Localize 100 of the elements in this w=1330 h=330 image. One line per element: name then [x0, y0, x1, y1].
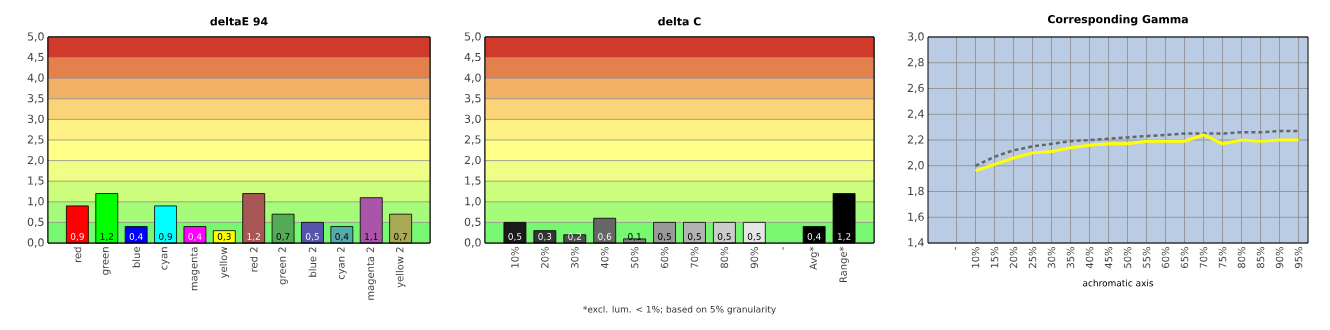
chart-title: Corresponding Gamma: [1047, 14, 1188, 26]
data-label: 0,5: [687, 233, 701, 241]
x-tick-label: 80%: [720, 247, 729, 268]
data-label: 0,4: [129, 233, 143, 241]
data-label: 0,9: [70, 233, 84, 241]
data-label: 0,3: [538, 233, 552, 241]
data-label: 0,7: [276, 233, 290, 241]
data-label: 0,5: [747, 233, 761, 241]
x-tick-label: 60%: [1161, 247, 1170, 268]
y-tick-label: 4,5: [464, 52, 481, 63]
y-tick-label: 2,0: [464, 155, 481, 166]
y-tick-label: 5,0: [27, 32, 44, 42]
x-tick-label: magenta 2: [366, 247, 376, 300]
y-tick-label: 3,0: [907, 32, 924, 42]
data-label: 0,3: [217, 233, 231, 241]
x-tick-label: cyan: [161, 247, 170, 270]
data-label: 0,5: [658, 233, 671, 241]
x-tick-label: 85%: [1256, 247, 1265, 268]
y-tick-label: 2,0: [907, 161, 924, 171]
y-tick-label: 3,5: [464, 94, 481, 104]
x-tick-label: 25%: [1028, 247, 1037, 268]
data-label: 1,1: [365, 233, 378, 241]
data-label: 0,4: [335, 233, 349, 241]
x-tick-label: yellow 2: [395, 247, 406, 288]
x-tick-label: 20%: [1009, 247, 1018, 268]
x-tick-label: 15%: [990, 247, 999, 268]
y-tick-label: 2,4: [907, 109, 924, 119]
x-tick-label: 40%: [1085, 247, 1094, 269]
y-tick-label: 0,0: [464, 238, 481, 248]
x-tick-label: 70%: [690, 247, 699, 268]
y-tick-label: 2,5: [464, 135, 481, 145]
y-tick-label: 3,0: [464, 114, 481, 125]
y-tick-label: 1,5: [465, 176, 481, 186]
y-tick-label: 1,0: [465, 197, 481, 207]
chart-title: deltaE 94: [210, 17, 268, 26]
data-label: 1,2: [100, 233, 114, 241]
x-tick-label: cyan 2: [337, 247, 347, 280]
x-tick-label: green 2: [278, 247, 288, 285]
data-label: 1,2: [247, 233, 260, 241]
x-tick-label: -: [954, 247, 956, 250]
x-tick-label: 30%: [1047, 247, 1056, 268]
y-tick-label: 3,5: [27, 94, 44, 104]
y-tick-label: 5,0: [464, 32, 481, 42]
x-tick-label: Avg*: [809, 246, 819, 270]
data-label: 0,5: [508, 233, 522, 241]
x-tick-label: 35%: [1066, 247, 1075, 268]
data-label: 0,5: [305, 233, 319, 241]
y-tick-label: 2,8: [907, 58, 924, 68]
x-tick-label: 45%: [1104, 247, 1113, 269]
data-label: 0,9: [159, 233, 173, 241]
x-tick-label: 95%: [1294, 247, 1303, 269]
data-label: 0,7: [394, 233, 407, 241]
y-tick-label: 2,5: [27, 135, 44, 145]
y-tick-label: 0,0: [27, 238, 44, 248]
x-axis-title: achromatic axis: [1083, 279, 1154, 287]
y-tick-label: 1,6: [908, 212, 924, 222]
x-tick-label: 80%: [1237, 247, 1246, 268]
x-tick-label: blue: [132, 247, 141, 268]
x-tick-label: 90%: [750, 247, 759, 269]
y-tick-label: 4,0: [27, 73, 44, 83]
data-label: 0,6: [598, 233, 612, 241]
x-tick-label: yellow: [219, 246, 230, 279]
x-tick-label: 60%: [660, 247, 669, 268]
y-tick-label: 0,5: [464, 217, 481, 228]
data-label: 0,4: [807, 233, 821, 241]
x-tick-label: 50%: [1123, 247, 1132, 268]
text: *excl. lum. < 1%; based on 5% granularity: [583, 305, 776, 315]
x-tick-label: 20%: [541, 247, 549, 268]
x-tick-label: 50%: [630, 247, 639, 268]
y-tick-label: 1,4: [908, 238, 924, 248]
y-tick-label: 2,6: [907, 83, 924, 94]
y-tick-label: 1,8: [908, 186, 924, 197]
y-tick-label: 2,2: [907, 135, 924, 145]
x-tick-label: 55%: [1142, 247, 1151, 268]
data-label: 0,2: [568, 233, 582, 241]
y-tick-label: 1,5: [28, 176, 44, 186]
y-tick-label: 1,0: [28, 197, 44, 207]
y-tick-label: 0,5: [27, 217, 44, 228]
y-tick-label: 4,5: [27, 52, 44, 63]
y-tick-label: 3,0: [27, 114, 44, 125]
y-tick-label: 2,0: [27, 155, 44, 166]
x-tick-label: 65%: [1180, 247, 1189, 268]
x-tick-label: 40%: [600, 247, 609, 269]
x-tick-label: 90%: [1275, 247, 1284, 269]
x-tick-label: 70%: [1199, 247, 1208, 268]
x-tick-label: magenta: [190, 247, 200, 291]
x-tick-label: 30%: [571, 247, 579, 268]
data-label: 1,2: [837, 233, 851, 241]
data-label: 0,5: [717, 233, 731, 241]
x-tick-label: blue 2: [308, 247, 317, 277]
x-tick-label: -: [782, 247, 784, 250]
x-tick-label: 10%: [511, 247, 519, 268]
x-tick-label: red 2: [249, 247, 258, 272]
x-tick-label: green: [102, 247, 111, 275]
data-label: 0,4: [188, 233, 202, 241]
chart-title: delta C: [658, 17, 701, 26]
x-tick-label: 75%: [1218, 247, 1227, 268]
y-tick-label: 4,0: [464, 73, 481, 83]
x-tick-label: 10%: [971, 247, 980, 268]
x-tick-label: red: [73, 247, 82, 262]
